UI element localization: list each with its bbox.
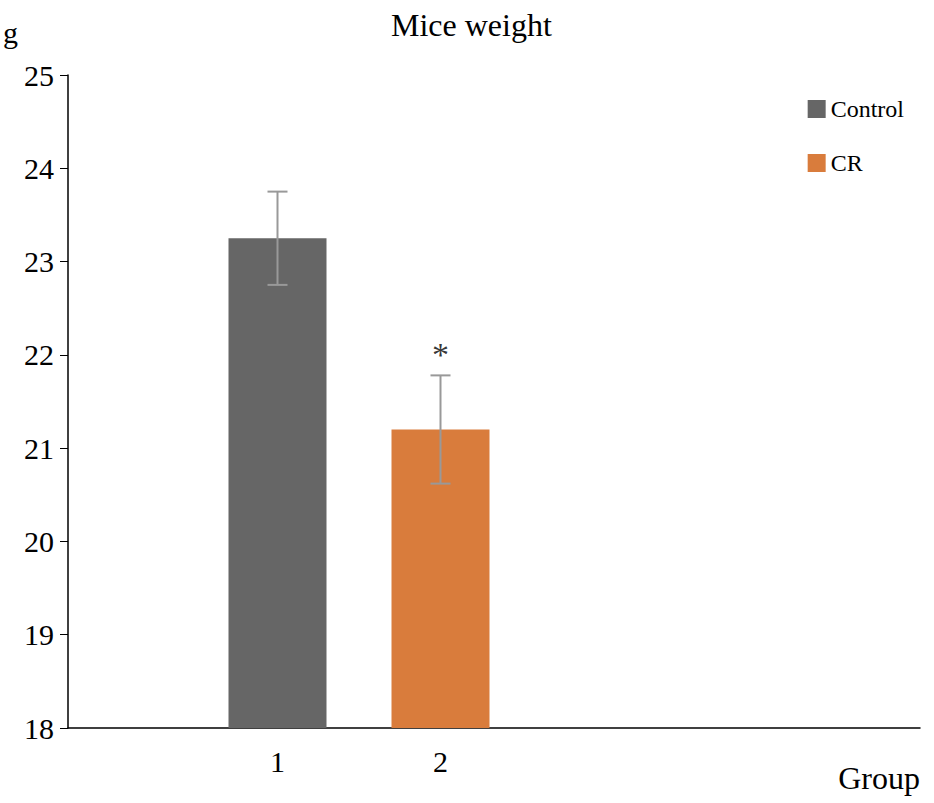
svg-text:Control: Control <box>831 96 905 122</box>
svg-text:24: 24 <box>24 152 54 185</box>
svg-text:2: 2 <box>433 745 448 778</box>
svg-text:25: 25 <box>24 59 54 92</box>
svg-text:22: 22 <box>24 338 54 371</box>
svg-text:18: 18 <box>24 712 54 745</box>
svg-text:g: g <box>3 16 18 49</box>
svg-text:23: 23 <box>24 245 54 278</box>
svg-text:Group: Group <box>838 760 920 796</box>
svg-text:21: 21 <box>24 432 54 465</box>
svg-text:19: 19 <box>24 618 54 651</box>
svg-text:*: * <box>432 336 449 373</box>
svg-text:CR: CR <box>831 150 863 176</box>
svg-text:1: 1 <box>270 745 285 778</box>
svg-text:20: 20 <box>24 525 54 558</box>
svg-text:Mice weight: Mice weight <box>391 7 552 43</box>
